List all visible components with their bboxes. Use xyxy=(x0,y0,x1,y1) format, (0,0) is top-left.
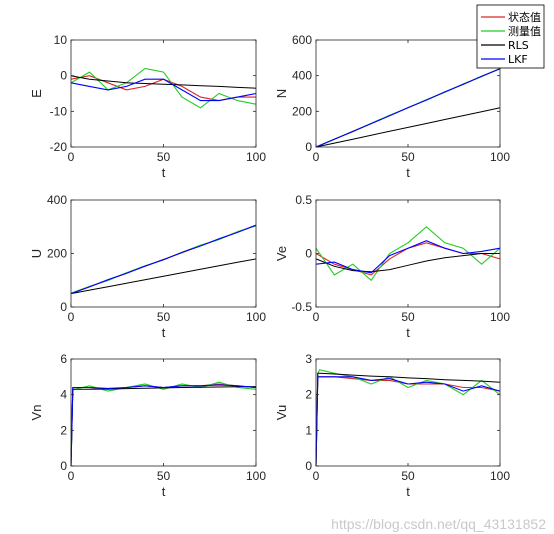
x-tick-label: 100 xyxy=(490,150,510,164)
y-tick-label: 0.5 xyxy=(295,193,312,207)
subplot-e: 0 50 100 -20 -10 0 10 t E xyxy=(29,33,266,180)
x-tick-label: 0 xyxy=(68,150,75,164)
watermark-text: https://blog.csdn.net/qq_43131852 xyxy=(331,516,546,532)
legend-label-lkf: LKF xyxy=(508,53,528,66)
plot-area xyxy=(71,200,256,307)
series-line-lkf xyxy=(315,240,501,274)
series-line-rls xyxy=(70,386,257,467)
x-tick-label: 100 xyxy=(246,310,266,324)
y-axis-label: N xyxy=(274,89,289,98)
y-tick-label: -10 xyxy=(50,104,68,118)
y-axis-label: Ve xyxy=(274,246,289,261)
series-line-lkf xyxy=(70,78,257,102)
series-line-rls xyxy=(70,258,257,295)
series-line-lkf xyxy=(70,224,257,295)
legend-label-measured: 测量值 xyxy=(508,25,541,38)
x-tick-label: 100 xyxy=(490,310,510,324)
y-tick-label: 0 xyxy=(60,459,67,473)
x-axis-label: t xyxy=(162,325,166,340)
x-tick-label: 0 xyxy=(313,469,320,483)
y-tick-label: 0 xyxy=(305,459,312,473)
x-axis-label: t xyxy=(406,165,410,180)
subplot-vu: 0 50 100 0 1 2 3 t Vu xyxy=(274,352,510,499)
series-line-rls xyxy=(315,372,501,467)
y-tick-label: 0 xyxy=(305,140,312,154)
y-tick-label: 0 xyxy=(60,69,67,83)
x-tick-label: 50 xyxy=(401,310,415,324)
plot-area xyxy=(71,40,256,147)
x-tick-label: 100 xyxy=(490,469,510,483)
y-axis-label: E xyxy=(29,89,44,98)
series-line-rls xyxy=(70,75,257,89)
x-tick-label: 100 xyxy=(246,150,266,164)
x-tick-label: 50 xyxy=(157,469,171,483)
x-tick-label: 100 xyxy=(246,469,266,483)
x-axis-label: t xyxy=(406,484,410,499)
x-tick-label: 50 xyxy=(401,150,415,164)
y-tick-label: 3 xyxy=(305,352,312,366)
y-tick-label: -0.5 xyxy=(291,300,312,314)
y-axis-label: Vn xyxy=(29,405,44,421)
subplot-n: 0 50 100 0 200 400 600 t N xyxy=(274,33,510,180)
subplot-u: 0 50 100 0 200 400 t U xyxy=(29,193,266,340)
y-tick-label: 0 xyxy=(60,300,67,314)
series-line-measured xyxy=(70,67,257,109)
legend-label-state: 状态值 xyxy=(508,10,541,24)
x-tick-label: 50 xyxy=(157,150,171,164)
plot-area xyxy=(71,359,256,466)
y-axis-label: U xyxy=(29,249,44,258)
y-tick-label: 600 xyxy=(292,33,312,47)
x-tick-label: 0 xyxy=(68,310,75,324)
series-line-lkf xyxy=(315,68,501,148)
y-tick-label: 4 xyxy=(60,388,67,402)
x-tick-label: 0 xyxy=(313,310,320,324)
plot-area xyxy=(316,40,500,147)
y-tick-label: 200 xyxy=(292,104,312,118)
subplot-vn: 0 50 100 0 2 4 6 t Vn xyxy=(29,352,266,499)
x-tick-label: 0 xyxy=(313,150,320,164)
legend-box xyxy=(476,4,545,69)
x-tick-label: 50 xyxy=(157,310,171,324)
series-line-rls xyxy=(315,253,500,273)
x-axis-label: t xyxy=(162,165,166,180)
x-axis-label: t xyxy=(162,484,166,499)
series-line-rls xyxy=(315,107,501,148)
series-line-lkf xyxy=(315,376,501,467)
y-tick-label: 200 xyxy=(47,247,67,261)
y-tick-label: 2 xyxy=(305,388,312,402)
legend-label-rls: RLS xyxy=(508,39,529,52)
y-axis-label: Vu xyxy=(274,405,289,420)
y-tick-label: 400 xyxy=(47,193,67,207)
y-tick-label: -20 xyxy=(50,140,68,154)
series-line-lkf xyxy=(70,384,257,467)
x-tick-label: 50 xyxy=(401,469,415,483)
y-tick-label: 0 xyxy=(305,247,312,261)
x-tick-label: 0 xyxy=(68,469,75,483)
y-tick-label: 2 xyxy=(60,423,67,437)
y-tick-label: 6 xyxy=(60,352,67,366)
y-tick-label: 400 xyxy=(292,69,312,83)
series-line-measured xyxy=(315,226,501,282)
x-axis-label: t xyxy=(406,325,410,340)
y-tick-label: 1 xyxy=(305,423,312,437)
y-tick-label: 10 xyxy=(54,33,68,47)
